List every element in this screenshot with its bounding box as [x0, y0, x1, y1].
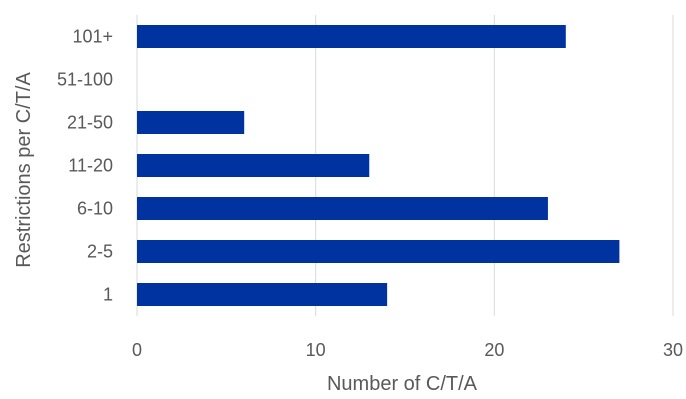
- y-tick-label: 11-20: [68, 156, 113, 176]
- bars: [137, 25, 620, 306]
- y-tick-label: 6-10: [77, 199, 113, 219]
- bar-2-5: [137, 240, 620, 263]
- bar-6-10: [137, 197, 548, 220]
- bar-21-50: [137, 111, 245, 134]
- bar-11-20: [137, 154, 370, 177]
- bar-101+: [137, 25, 566, 48]
- x-tick-labels: 0 10 20 30: [132, 340, 683, 360]
- y-tick-label: 101+: [72, 27, 113, 47]
- y-axis-title: Restrictions per C/T/A: [13, 72, 35, 268]
- x-tick-label: 30: [663, 340, 683, 360]
- x-tick-label: 20: [484, 340, 504, 360]
- bar-1: [137, 283, 388, 306]
- y-tick-label: 2-5: [87, 242, 113, 262]
- x-tick-label: 0: [132, 340, 142, 360]
- y-tick-label: 51-100: [57, 70, 113, 90]
- x-tick-label: 10: [306, 340, 326, 360]
- y-tick-labels: 1 2-5 6-10 11-20 21-50 51-100 101+: [57, 27, 113, 305]
- y-tick-label: 21-50: [67, 113, 113, 133]
- y-tick-label: 1: [103, 285, 113, 305]
- x-axis-title: Number of C/T/A: [327, 373, 478, 395]
